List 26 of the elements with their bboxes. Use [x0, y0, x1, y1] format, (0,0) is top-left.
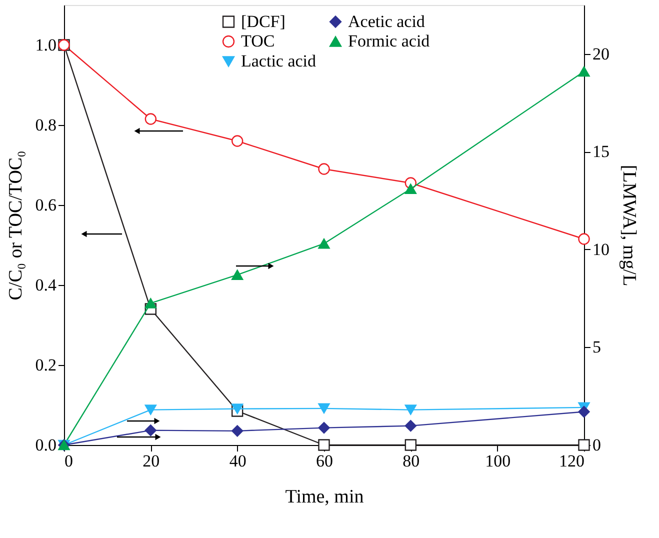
y-tick-label: 0.0 [35, 436, 56, 454]
y-tick-label: 0.8 [35, 116, 56, 134]
legend-label: TOC [241, 32, 275, 50]
y-tick-label: 0.6 [35, 196, 56, 214]
legend-label: [DCF] [241, 12, 286, 31]
y2-axis-title: [LMWA], mg/L [618, 164, 640, 286]
y-tick-label: 1.0 [35, 36, 56, 54]
y2-tick-label: 0 [592, 436, 601, 454]
x-tick-label: 20 [142, 452, 160, 470]
x-tick-label: 40 [229, 452, 246, 470]
x-tick-label: 60 [316, 452, 333, 470]
y-axis-title: C/C₀ or TOC/TOC₀ [5, 150, 26, 300]
y2-tick-label: 5 [592, 338, 601, 357]
legend-label: Acetic acid [348, 12, 426, 31]
x-tick-label: 100 [485, 452, 511, 470]
legend-label: Formic acid [348, 32, 430, 50]
legend-label: Lactic acid [241, 52, 317, 70]
y-tick-label: 0.2 [35, 356, 56, 374]
x-tick-label: 120 [559, 452, 584, 470]
x-axis-title: Time, min [285, 486, 364, 508]
y2-tick-label: 10 [592, 240, 610, 259]
y2-tick-label: 20 [592, 44, 610, 64]
x-tick-label: 80 [402, 452, 420, 470]
y2-tick-label: 15 [592, 142, 610, 162]
y-tick-label: 0.4 [35, 276, 57, 294]
x-tick-label: 0 [64, 452, 73, 470]
